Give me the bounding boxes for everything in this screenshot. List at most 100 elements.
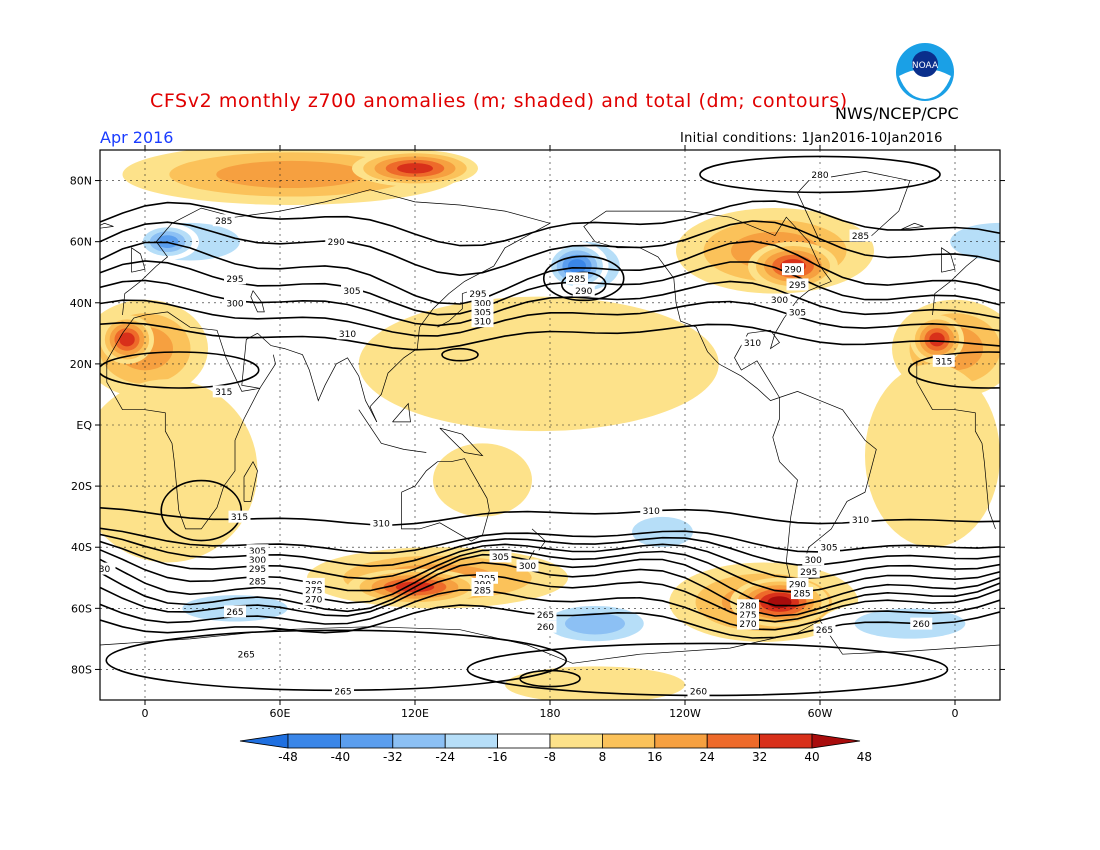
lon-label: 60E [270, 707, 291, 720]
contour-line [100, 220, 1000, 277]
contour-label: 290 [325, 235, 348, 248]
contour-label-text: 315 [935, 357, 952, 367]
contour-label: 295 [246, 562, 269, 575]
contour-label-text: 285 [249, 577, 266, 587]
contour-label-text: 305 [820, 544, 837, 554]
contour-label: 275 [737, 608, 759, 621]
anomaly-region [100, 379, 258, 563]
contour-label-text: 260 [537, 623, 554, 633]
contour-line [542, 255, 625, 302]
contour-label-text: 305 [249, 547, 266, 557]
contour-line [100, 321, 1000, 351]
contour-line [519, 669, 581, 688]
contour-label: 280 [809, 168, 831, 181]
coastline [916, 360, 996, 530]
contour-label: 310 [370, 516, 393, 529]
coastline [439, 427, 484, 457]
lon-label: 60W [808, 707, 833, 720]
contour-label: 260 [534, 620, 557, 633]
colorbar-label: -24 [435, 750, 455, 764]
contour-label: 290 [572, 284, 595, 297]
contour-label-text: 295 [789, 281, 806, 291]
contour-label: 310 [471, 315, 494, 328]
lat-label: 20N [70, 358, 92, 371]
lat-label: 80N [70, 175, 92, 188]
contour-label: 310 [336, 327, 359, 340]
anomaly-shade [119, 332, 135, 347]
contour-label: 310 [849, 513, 872, 526]
lat-label: 40N [70, 297, 92, 310]
contour-label-text: 315 [215, 388, 232, 398]
contour-label: 265 [813, 623, 836, 636]
org-label: NWS/NCEP/CPC [835, 104, 959, 123]
contour-label: 300 [516, 559, 539, 572]
contour-label-text: 260 [913, 620, 930, 630]
contour-label: 285 [246, 574, 269, 587]
coastline [401, 458, 490, 542]
contour-label: 265 [332, 684, 354, 697]
contour-label: 295 [797, 565, 820, 578]
lat-label: EQ [76, 419, 92, 432]
contour-label: 285 [212, 214, 235, 227]
contour-label: 30 [93, 562, 116, 575]
anomaly-shade [929, 332, 945, 347]
lat-label: 60N [70, 236, 92, 249]
lon-label: 0 [142, 707, 149, 720]
contour-label: 260 [687, 684, 710, 697]
contour-label: 305 [471, 305, 494, 318]
coastline [243, 460, 258, 502]
contour-label-text: 265 [537, 611, 554, 621]
contour-label: 270 [302, 593, 325, 606]
contour-label: 295 [467, 287, 489, 300]
contour-label-text: 310 [643, 507, 660, 517]
contour-label-text: 300 [771, 296, 788, 306]
contour-label-text: 285 [215, 217, 232, 227]
contour-label-text: 280 [811, 171, 828, 181]
contour-label-text: 30 [99, 565, 111, 575]
contour-label-text: 310 [744, 339, 761, 349]
contour-label-text: 305 [789, 308, 806, 318]
anomaly-shade [216, 160, 367, 189]
contour-label-text: 290 [784, 266, 801, 276]
contour-label-text: 265 [334, 687, 351, 697]
contour-label-text: 310 [474, 318, 491, 328]
lat-label: 60S [71, 602, 92, 615]
contour-label: 300 [224, 296, 246, 309]
coastline [250, 290, 265, 313]
colorbar-label: -8 [544, 750, 556, 764]
contour-label-text: 285 [852, 232, 869, 242]
anomaly-region [100, 315, 154, 364]
contour-label: 285 [566, 272, 588, 285]
noaa-logo-icon: NOAA [896, 43, 954, 101]
coastline [583, 210, 832, 401]
colorbar-label: 8 [599, 750, 607, 764]
contour-label: 305 [489, 550, 512, 563]
contour-label-text: 300 [226, 299, 243, 309]
contour-label-text: 270 [739, 620, 756, 630]
contour-label-text: 290 [328, 238, 345, 248]
colorbar-segment [602, 733, 656, 749]
contour-label-text: 305 [474, 308, 491, 318]
colorbar-label: 16 [647, 750, 662, 764]
colorbar: -48 -40 -32 -24 -16 -8 8 16 24 32 40 48 [239, 733, 872, 764]
colorbar-segment [549, 733, 603, 749]
contour-label: 285 [791, 587, 813, 600]
contour-label-text: 295 [469, 290, 486, 300]
contour-label-text: 280 [739, 602, 756, 612]
anomaly-shade [433, 443, 532, 517]
contour-line [100, 240, 1000, 305]
anomaly-shade [568, 259, 586, 274]
lat-label: 80S [71, 663, 92, 676]
contour-label: 300 [471, 296, 494, 309]
contour-line [100, 299, 1000, 337]
contour-label: 300 [802, 553, 825, 566]
contour-line [907, 351, 1000, 389]
contour-label: 265 [224, 605, 246, 618]
contour-label: 295 [786, 278, 809, 291]
contour-label-text: 270 [305, 596, 322, 606]
anomaly-shade [565, 612, 625, 635]
contour-line [100, 561, 1000, 617]
contour-line [100, 589, 1000, 631]
map-title: CFSv2 monthly z700 anomalies (m; shaded)… [150, 90, 848, 112]
colorbar-segment [392, 733, 446, 749]
